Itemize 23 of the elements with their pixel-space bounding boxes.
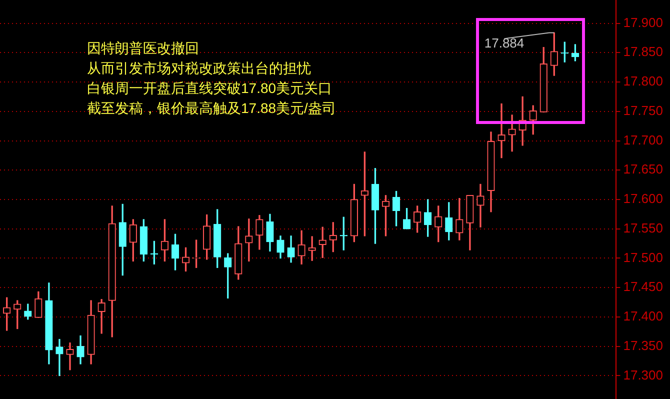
- y-tick-label: 17.450: [623, 279, 664, 294]
- y-tick-label: 17.650: [623, 162, 664, 177]
- y-tick-label: 17.600: [623, 191, 664, 206]
- y-tick-label: 17.300: [623, 367, 664, 382]
- annotation: 从而引发市场对税改政策出台的担忧: [87, 59, 312, 78]
- candlestick: [498, 103, 506, 158]
- candlestick: [56, 338, 64, 376]
- annotation: 17.884: [484, 35, 524, 50]
- annotation: 白银周一开盘后直线突破17.80美元关口: [87, 79, 334, 98]
- annotation: 截至发稿，银价最高触及17.88美元/盎司: [87, 99, 336, 118]
- y-tick-label: 17.850: [623, 44, 664, 60]
- candlestick: [66, 342, 74, 370]
- y-tick-label: 17.750: [623, 102, 664, 118]
- y-tick-label: 17.900: [623, 14, 664, 30]
- y-tick-label: 17.700: [623, 132, 664, 148]
- candlestick: [476, 184, 484, 228]
- y-tick-label: 17.500: [623, 250, 664, 265]
- y-tick-label: 17.800: [623, 74, 664, 89]
- y-tick-label: 17.400: [623, 308, 664, 324]
- annotation: 因特朗普医改撤回: [87, 39, 200, 58]
- y-tick-label: 17.350: [623, 338, 664, 353]
- y-tick-label: 17.550: [623, 220, 664, 236]
- candlestick: [308, 236, 316, 261]
